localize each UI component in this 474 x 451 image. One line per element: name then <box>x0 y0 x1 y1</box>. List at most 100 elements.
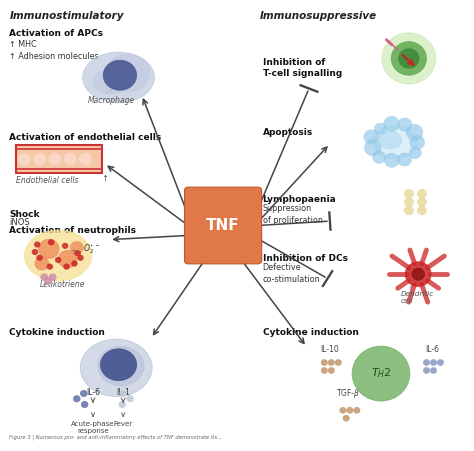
Circle shape <box>404 198 413 207</box>
Text: Shock: Shock <box>9 210 40 219</box>
Circle shape <box>354 407 360 413</box>
Circle shape <box>410 135 425 149</box>
Text: ↑ MHC
↑ Adhesion molecules: ↑ MHC ↑ Adhesion molecules <box>9 40 99 61</box>
Circle shape <box>417 189 427 198</box>
Circle shape <box>365 140 381 156</box>
Ellipse shape <box>80 339 152 396</box>
Circle shape <box>437 359 444 366</box>
Ellipse shape <box>80 153 91 165</box>
Text: Dendritic
cell: Dendritic cell <box>401 291 434 304</box>
Ellipse shape <box>64 153 76 165</box>
Text: Figure 3 | Numerous pro- and anti-inflammatory effects of TNF demonstrate its...: Figure 3 | Numerous pro- and anti-inflam… <box>9 434 222 440</box>
Circle shape <box>40 274 48 281</box>
Text: IL-6: IL-6 <box>425 345 439 354</box>
Circle shape <box>127 396 134 402</box>
Circle shape <box>405 262 431 286</box>
Circle shape <box>409 147 421 159</box>
Ellipse shape <box>25 230 92 281</box>
Circle shape <box>328 359 335 366</box>
Circle shape <box>62 243 68 249</box>
Text: Activation of neutrophils: Activation of neutrophils <box>9 226 137 235</box>
Circle shape <box>73 396 80 402</box>
Circle shape <box>63 263 70 270</box>
FancyBboxPatch shape <box>16 145 102 173</box>
Circle shape <box>58 250 77 268</box>
Text: Cytokine induction: Cytokine induction <box>9 328 105 337</box>
Circle shape <box>71 260 78 267</box>
Ellipse shape <box>373 126 417 159</box>
Circle shape <box>404 189 413 198</box>
Ellipse shape <box>379 131 402 149</box>
Circle shape <box>346 407 353 413</box>
Circle shape <box>384 153 399 167</box>
Text: Inhibition of DCs: Inhibition of DCs <box>263 254 347 263</box>
Circle shape <box>119 401 126 408</box>
Circle shape <box>328 368 335 373</box>
Circle shape <box>343 415 349 421</box>
Text: Activation of APCs: Activation of APCs <box>9 29 103 38</box>
Circle shape <box>34 241 40 248</box>
Circle shape <box>44 278 52 285</box>
Ellipse shape <box>100 349 137 381</box>
Circle shape <box>335 359 341 366</box>
Ellipse shape <box>82 52 155 103</box>
Text: Leukotriene: Leukotriene <box>39 281 85 289</box>
Text: Immunosuppressive: Immunosuppressive <box>260 11 377 21</box>
Text: Defective
co-stimulation: Defective co-stimulation <box>263 263 320 284</box>
Circle shape <box>423 368 430 373</box>
Ellipse shape <box>98 346 144 386</box>
Ellipse shape <box>18 153 30 165</box>
Circle shape <box>417 198 427 207</box>
Circle shape <box>70 241 83 254</box>
Circle shape <box>398 153 411 166</box>
Circle shape <box>399 49 419 68</box>
Circle shape <box>77 255 84 261</box>
Text: Inhibition of
T-cell signalling: Inhibition of T-cell signalling <box>263 58 342 78</box>
Text: ↑: ↑ <box>101 174 109 183</box>
Circle shape <box>49 274 56 281</box>
Text: $O_2^{\bullet-}$: $O_2^{\bullet-}$ <box>83 242 100 256</box>
Ellipse shape <box>93 70 126 94</box>
Text: IL-6: IL-6 <box>86 388 100 397</box>
Text: IL-1: IL-1 <box>116 388 130 397</box>
Circle shape <box>55 257 62 263</box>
Circle shape <box>48 239 55 245</box>
Text: TNF: TNF <box>206 218 240 233</box>
Text: Apoptosis: Apoptosis <box>263 128 313 137</box>
Circle shape <box>81 401 88 408</box>
Circle shape <box>32 249 38 255</box>
Circle shape <box>120 390 127 397</box>
Circle shape <box>373 151 386 163</box>
Text: Acute-phase
response: Acute-phase response <box>71 421 115 434</box>
Circle shape <box>384 116 400 131</box>
Text: Suppression
of proliferation: Suppression of proliferation <box>263 204 322 225</box>
Circle shape <box>411 268 425 281</box>
Circle shape <box>417 206 427 215</box>
Ellipse shape <box>34 153 46 165</box>
Text: Endothelial cells: Endothelial cells <box>16 175 79 184</box>
FancyBboxPatch shape <box>184 187 262 264</box>
Circle shape <box>391 41 427 75</box>
Ellipse shape <box>106 54 150 92</box>
Circle shape <box>39 239 59 259</box>
Circle shape <box>430 359 437 366</box>
Circle shape <box>423 359 430 366</box>
Circle shape <box>398 118 412 131</box>
Circle shape <box>340 407 346 413</box>
Text: Lymphopaenia: Lymphopaenia <box>263 195 336 204</box>
Text: Fever: Fever <box>114 421 133 427</box>
Ellipse shape <box>49 153 61 165</box>
Circle shape <box>46 263 53 270</box>
Circle shape <box>406 124 423 140</box>
Text: Activation of endothelial cells: Activation of endothelial cells <box>9 133 162 142</box>
Ellipse shape <box>103 60 137 90</box>
Text: Cytokine induction: Cytokine induction <box>263 328 358 337</box>
Circle shape <box>352 346 410 401</box>
Text: Macrophage: Macrophage <box>87 96 135 105</box>
Text: iNOS: iNOS <box>9 218 30 227</box>
Circle shape <box>430 368 437 373</box>
Text: Immunostimulatory: Immunostimulatory <box>9 11 124 21</box>
Circle shape <box>321 368 328 373</box>
Circle shape <box>404 206 413 215</box>
Text: $T_H2$: $T_H2$ <box>371 367 392 381</box>
